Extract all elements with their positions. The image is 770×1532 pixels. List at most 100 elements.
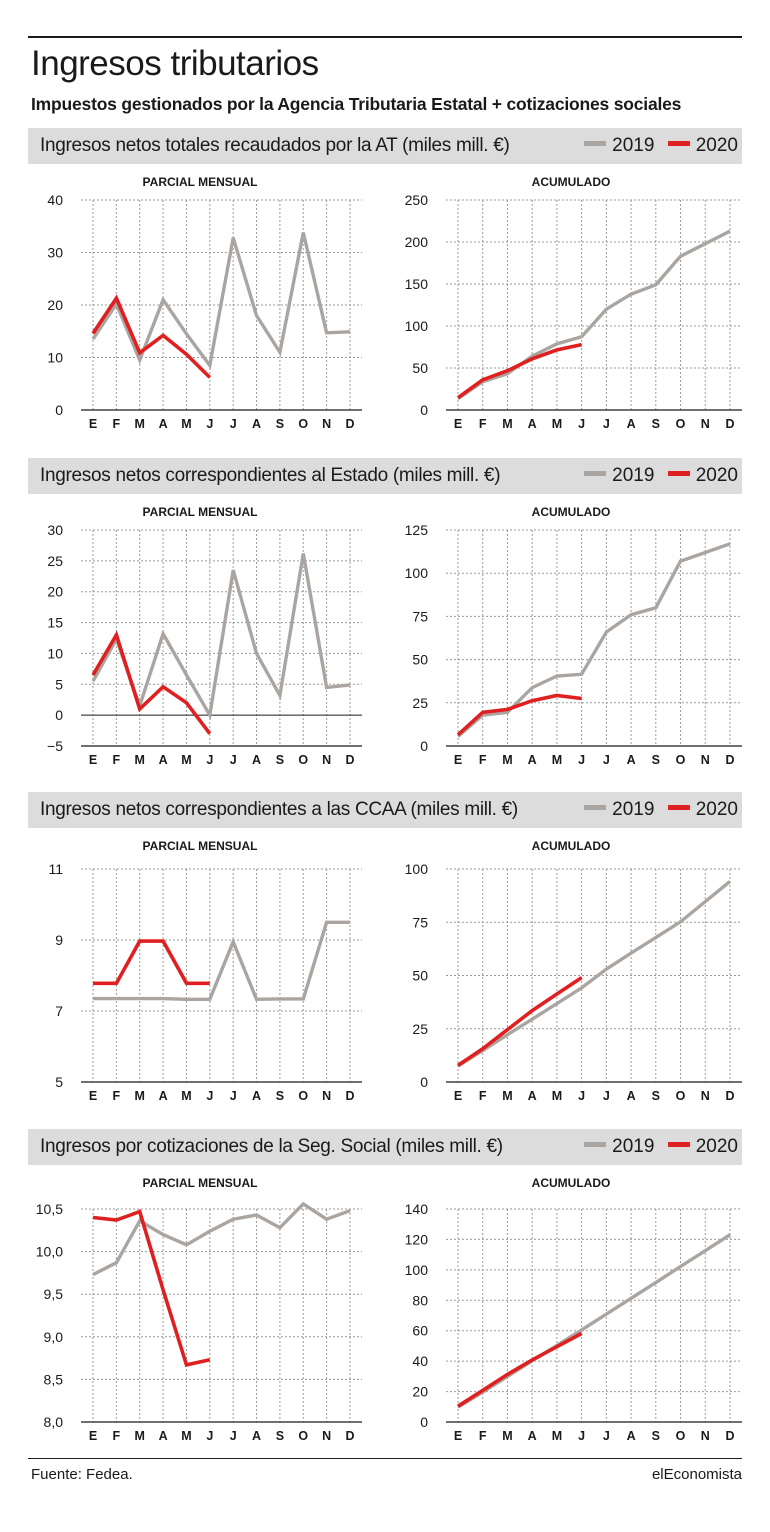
x-tick-label: M (135, 1429, 145, 1443)
bottom-rule (28, 1458, 742, 1459)
section-estado: Ingresos netos correspondientes al Estad… (28, 458, 742, 818)
y-tick-label: 15 (47, 615, 63, 631)
y-tick-label: 100 (405, 318, 429, 334)
legend-swatch-2019 (584, 141, 607, 147)
legend: 2019 2020 (576, 1136, 738, 1158)
x-tick-label: O (676, 417, 686, 431)
x-tick-label: E (89, 1089, 97, 1103)
x-tick-label: J (578, 753, 585, 767)
legend-item-2019: 2019 (584, 135, 654, 157)
x-tick-label: M (502, 1089, 512, 1103)
legend-swatch-2020 (667, 471, 690, 477)
panel-label-acumulado: ACUMULADO (532, 505, 611, 519)
x-tick-label: J (578, 1429, 585, 1443)
series-line-2019 (91, 553, 351, 721)
x-tick-label: S (276, 1089, 284, 1103)
x-tick-label: J (578, 417, 585, 431)
legend-label-2020: 2020 (695, 465, 738, 486)
series-line-2019 (93, 920, 350, 1002)
y-tick-label: 50 (412, 968, 428, 984)
x-tick-label: F (113, 417, 121, 431)
x-tick-label: J (230, 753, 237, 767)
series-line-2019 (91, 232, 351, 370)
x-tick-label: J (206, 417, 213, 431)
source-note: Fuente: Fedea. (31, 1466, 133, 1483)
x-tick-label: F (113, 753, 121, 767)
panel-label-parcial: PARCIAL MENSUAL (143, 1176, 258, 1190)
legend-item-2020: 2020 (667, 135, 738, 157)
y-tick-label: 0 (420, 1414, 428, 1430)
legend-swatch-2019 (584, 471, 607, 477)
x-tick-label: A (159, 1089, 168, 1103)
panel-label-acumulado: ACUMULADO (532, 839, 611, 853)
legend-swatch-2020 (667, 141, 690, 147)
legend-label-2019: 2019 (612, 465, 655, 486)
x-tick-label: J (230, 417, 237, 431)
legend-label-2020: 2020 (695, 135, 738, 156)
y-tick-label: 8,0 (44, 1414, 64, 1430)
legend-item-2019: 2019 (584, 799, 654, 821)
y-tick-label: 5 (55, 1074, 63, 1090)
x-tick-label: F (479, 1429, 487, 1443)
x-tick-label: M (502, 417, 512, 431)
legend-swatch-2020 (667, 805, 690, 811)
x-tick-label: E (89, 753, 97, 767)
y-tick-label: 125 (405, 522, 429, 538)
series-line-2020 (456, 342, 582, 400)
x-tick-label: O (298, 1429, 308, 1443)
x-tick-label: A (627, 753, 636, 767)
series-line-2019 (456, 542, 731, 738)
legend-item-2020: 2020 (667, 465, 738, 487)
y-tick-label: 75 (412, 608, 428, 624)
x-tick-label: D (725, 417, 734, 431)
x-tick-label: M (181, 1429, 191, 1443)
y-tick-label: 20 (412, 1384, 428, 1400)
x-tick-label: D (345, 1429, 354, 1443)
x-tick-label: J (578, 1089, 585, 1103)
x-tick-label: M (181, 1089, 191, 1103)
top-rule (28, 36, 742, 38)
x-tick-label: N (701, 1089, 710, 1103)
section-seg-social: Ingresos por cotizaciones de la Seg. Soc… (28, 1129, 742, 1489)
x-tick-label: M (181, 417, 191, 431)
y-tick-label: 30 (47, 245, 63, 261)
x-tick-label: M (135, 417, 145, 431)
x-tick-label: S (276, 1429, 284, 1443)
section-ccaa: Ingresos netos correspondientes a las CC… (28, 792, 742, 1152)
legend-item-2020: 2020 (667, 799, 738, 821)
x-tick-label: A (528, 1089, 537, 1103)
x-tick-label: D (345, 753, 354, 767)
x-tick-label: F (479, 753, 487, 767)
x-tick-label: S (652, 753, 660, 767)
legend-item-2019: 2019 (584, 1136, 654, 1158)
x-tick-label: A (528, 753, 537, 767)
x-tick-label: J (230, 1089, 237, 1103)
x-tick-label: M (552, 753, 562, 767)
x-tick-label: F (479, 417, 487, 431)
y-tick-label: 50 (412, 652, 428, 668)
y-tick-label: 9 (55, 932, 63, 948)
x-tick-label: S (276, 753, 284, 767)
series-line-2020 (457, 1331, 583, 1408)
x-tick-label: N (701, 1429, 710, 1443)
y-tick-label: 20 (47, 297, 63, 313)
x-tick-label: N (701, 753, 710, 767)
y-tick-label: 0 (55, 402, 63, 418)
panel-label-parcial: PARCIAL MENSUAL (143, 175, 258, 189)
y-tick-label: 0 (55, 707, 63, 723)
y-tick-label: 140 (405, 1201, 429, 1217)
x-tick-label: A (627, 1429, 636, 1443)
y-tick-label: 25 (47, 553, 63, 569)
legend-label-2020: 2020 (695, 799, 738, 820)
y-tick-label: 10,5 (36, 1201, 63, 1217)
x-tick-label: M (502, 753, 512, 767)
x-tick-label: J (206, 1089, 213, 1103)
y-tick-label: −5 (47, 738, 63, 754)
x-tick-label: A (252, 417, 261, 431)
x-tick-label: S (652, 417, 660, 431)
legend-item-2020: 2020 (667, 1136, 738, 1158)
x-tick-label: J (603, 1089, 610, 1103)
y-tick-label: 0 (420, 738, 428, 754)
y-tick-label: 9,5 (44, 1286, 64, 1302)
